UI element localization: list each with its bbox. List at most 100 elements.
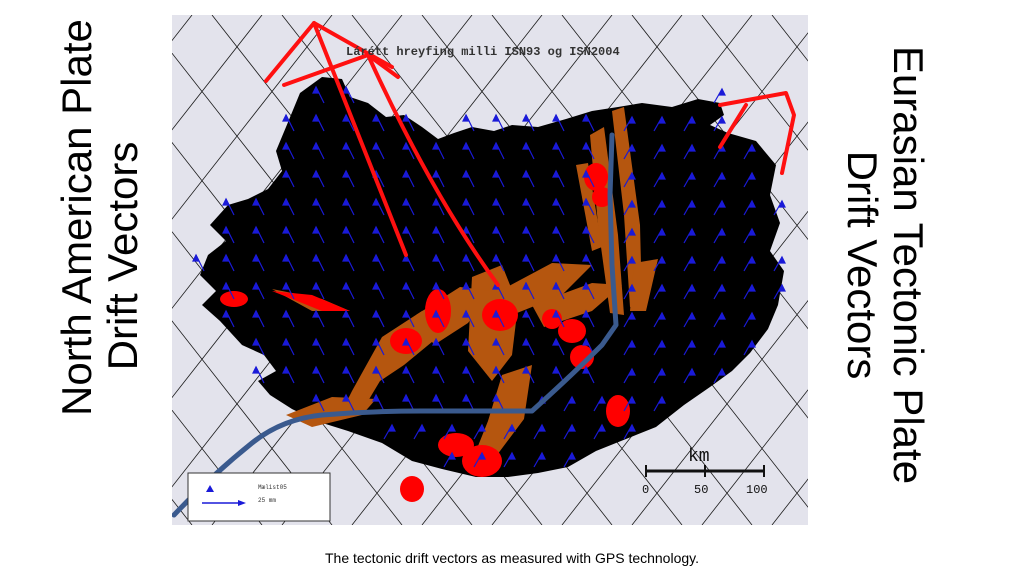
drift-vector-head xyxy=(432,393,440,402)
map-title: Lárétt hreyfing milli ISN93 og ISN2004 xyxy=(346,45,620,59)
drift-vector-head xyxy=(658,395,666,404)
drift-vector-head xyxy=(658,115,666,124)
drift-vector-head xyxy=(568,423,576,432)
drift-vector-head xyxy=(582,169,590,178)
drift-vector-head xyxy=(778,199,786,208)
drift-vector-head xyxy=(222,309,230,318)
drift-vector-head xyxy=(522,225,530,234)
drift-vector-head xyxy=(342,309,350,318)
drift-vector-head xyxy=(372,393,380,402)
drift-vector-head xyxy=(688,143,696,152)
drift-vector-head xyxy=(462,393,470,402)
drift-vector-head xyxy=(312,197,320,206)
drift-vector-head xyxy=(658,171,666,180)
drift-vector-head xyxy=(748,199,756,208)
drift-vector-head xyxy=(402,141,410,150)
drift-vector-head xyxy=(628,115,636,124)
drift-vector-head xyxy=(718,339,726,348)
drift-vector-head xyxy=(748,339,756,348)
drift-vector-head xyxy=(312,337,320,346)
drift-vector-head xyxy=(372,113,380,122)
drift-vector-head xyxy=(628,255,636,264)
drift-vector-head xyxy=(342,85,350,94)
drift-vector-head xyxy=(402,393,410,402)
drift-vector-head xyxy=(628,339,636,348)
drift-vector-head xyxy=(312,85,320,94)
drift-vector-head xyxy=(718,115,726,124)
drift-vector-head xyxy=(582,225,590,234)
drift-vector-head xyxy=(748,283,756,292)
left-title-line2: Drift Vectors xyxy=(99,141,146,371)
drift-vector-head xyxy=(402,113,410,122)
drift-vector-head xyxy=(432,197,440,206)
right-title-line2: Drift Vectors xyxy=(839,150,886,380)
drift-vector-head xyxy=(462,141,470,150)
drift-vector-head xyxy=(282,141,290,150)
drift-vector-head xyxy=(342,365,350,374)
volcano xyxy=(400,476,424,502)
drift-vector-head xyxy=(252,365,260,374)
gps-drift-vectors xyxy=(192,85,786,468)
volcano xyxy=(425,289,451,333)
drift-vector-head xyxy=(492,141,500,150)
drift-vector-head xyxy=(372,253,380,262)
drift-vector-head xyxy=(312,225,320,234)
drift-vector-head xyxy=(252,225,260,234)
volcano xyxy=(462,445,502,477)
drift-vector-head xyxy=(492,169,500,178)
drift-vector-head xyxy=(628,171,636,180)
drift-vector-head xyxy=(748,311,756,320)
grid-line xyxy=(172,15,333,220)
drift-vector-head xyxy=(508,451,516,460)
plate-boundary-line xyxy=(172,132,619,518)
drift-vector-head xyxy=(342,393,350,402)
drift-vector-head xyxy=(402,169,410,178)
drift-vector-head xyxy=(688,171,696,180)
drift-vector-head xyxy=(312,169,320,178)
drift-vector-head xyxy=(222,225,230,234)
drift-vector-head xyxy=(282,309,290,318)
scale-tick-50: 50 xyxy=(694,483,708,497)
drift-vector-head xyxy=(552,225,560,234)
drift-vector-head xyxy=(492,253,500,262)
fissure-swarm xyxy=(492,263,592,315)
drift-vector-head xyxy=(552,169,560,178)
drift-vector-head xyxy=(718,171,726,180)
drift-vector-head xyxy=(658,199,666,208)
volcano xyxy=(438,433,474,457)
drift-vector-head xyxy=(432,169,440,178)
legend-marker-label: Mælist05 xyxy=(258,484,287,491)
drift-vector-head xyxy=(282,253,290,262)
drift-vector-head xyxy=(312,365,320,374)
drift-vector-head xyxy=(582,309,590,318)
drift-vector-head xyxy=(598,423,606,432)
iceland-drift-map: Lárétt hreyfing milli ISN93 og ISN2004 k… xyxy=(172,15,808,525)
fissure-swarm xyxy=(576,163,602,251)
drift-vector-head xyxy=(342,225,350,234)
scale-bar: km 0 50 100 xyxy=(642,447,768,497)
drift-vector-head xyxy=(282,281,290,290)
drift-vector-head xyxy=(492,197,500,206)
drift-vector-head xyxy=(658,339,666,348)
grid-line xyxy=(631,299,808,525)
drift-vector-head xyxy=(658,283,666,292)
drift-vector-head xyxy=(462,337,470,346)
volcano xyxy=(272,291,350,311)
drift-vector-head xyxy=(282,169,290,178)
drift-vector-head xyxy=(628,423,636,432)
drift-vector-head xyxy=(492,309,500,318)
drift-vector-head xyxy=(522,197,530,206)
drift-vector-head xyxy=(372,365,380,374)
drift-vector-head xyxy=(402,309,410,318)
grid-line xyxy=(172,15,193,42)
drift-vector-head xyxy=(582,281,590,290)
drift-vector-head xyxy=(582,113,590,122)
drift-vector-head xyxy=(462,169,470,178)
drift-vector-head xyxy=(688,227,696,236)
drift-vector-head xyxy=(538,451,546,460)
drift-vector-head xyxy=(222,253,230,262)
drift-vector-head xyxy=(718,199,726,208)
drift-arrow-icon xyxy=(238,500,246,506)
drift-vector-head xyxy=(748,227,756,236)
drift-vector-head xyxy=(778,283,786,292)
